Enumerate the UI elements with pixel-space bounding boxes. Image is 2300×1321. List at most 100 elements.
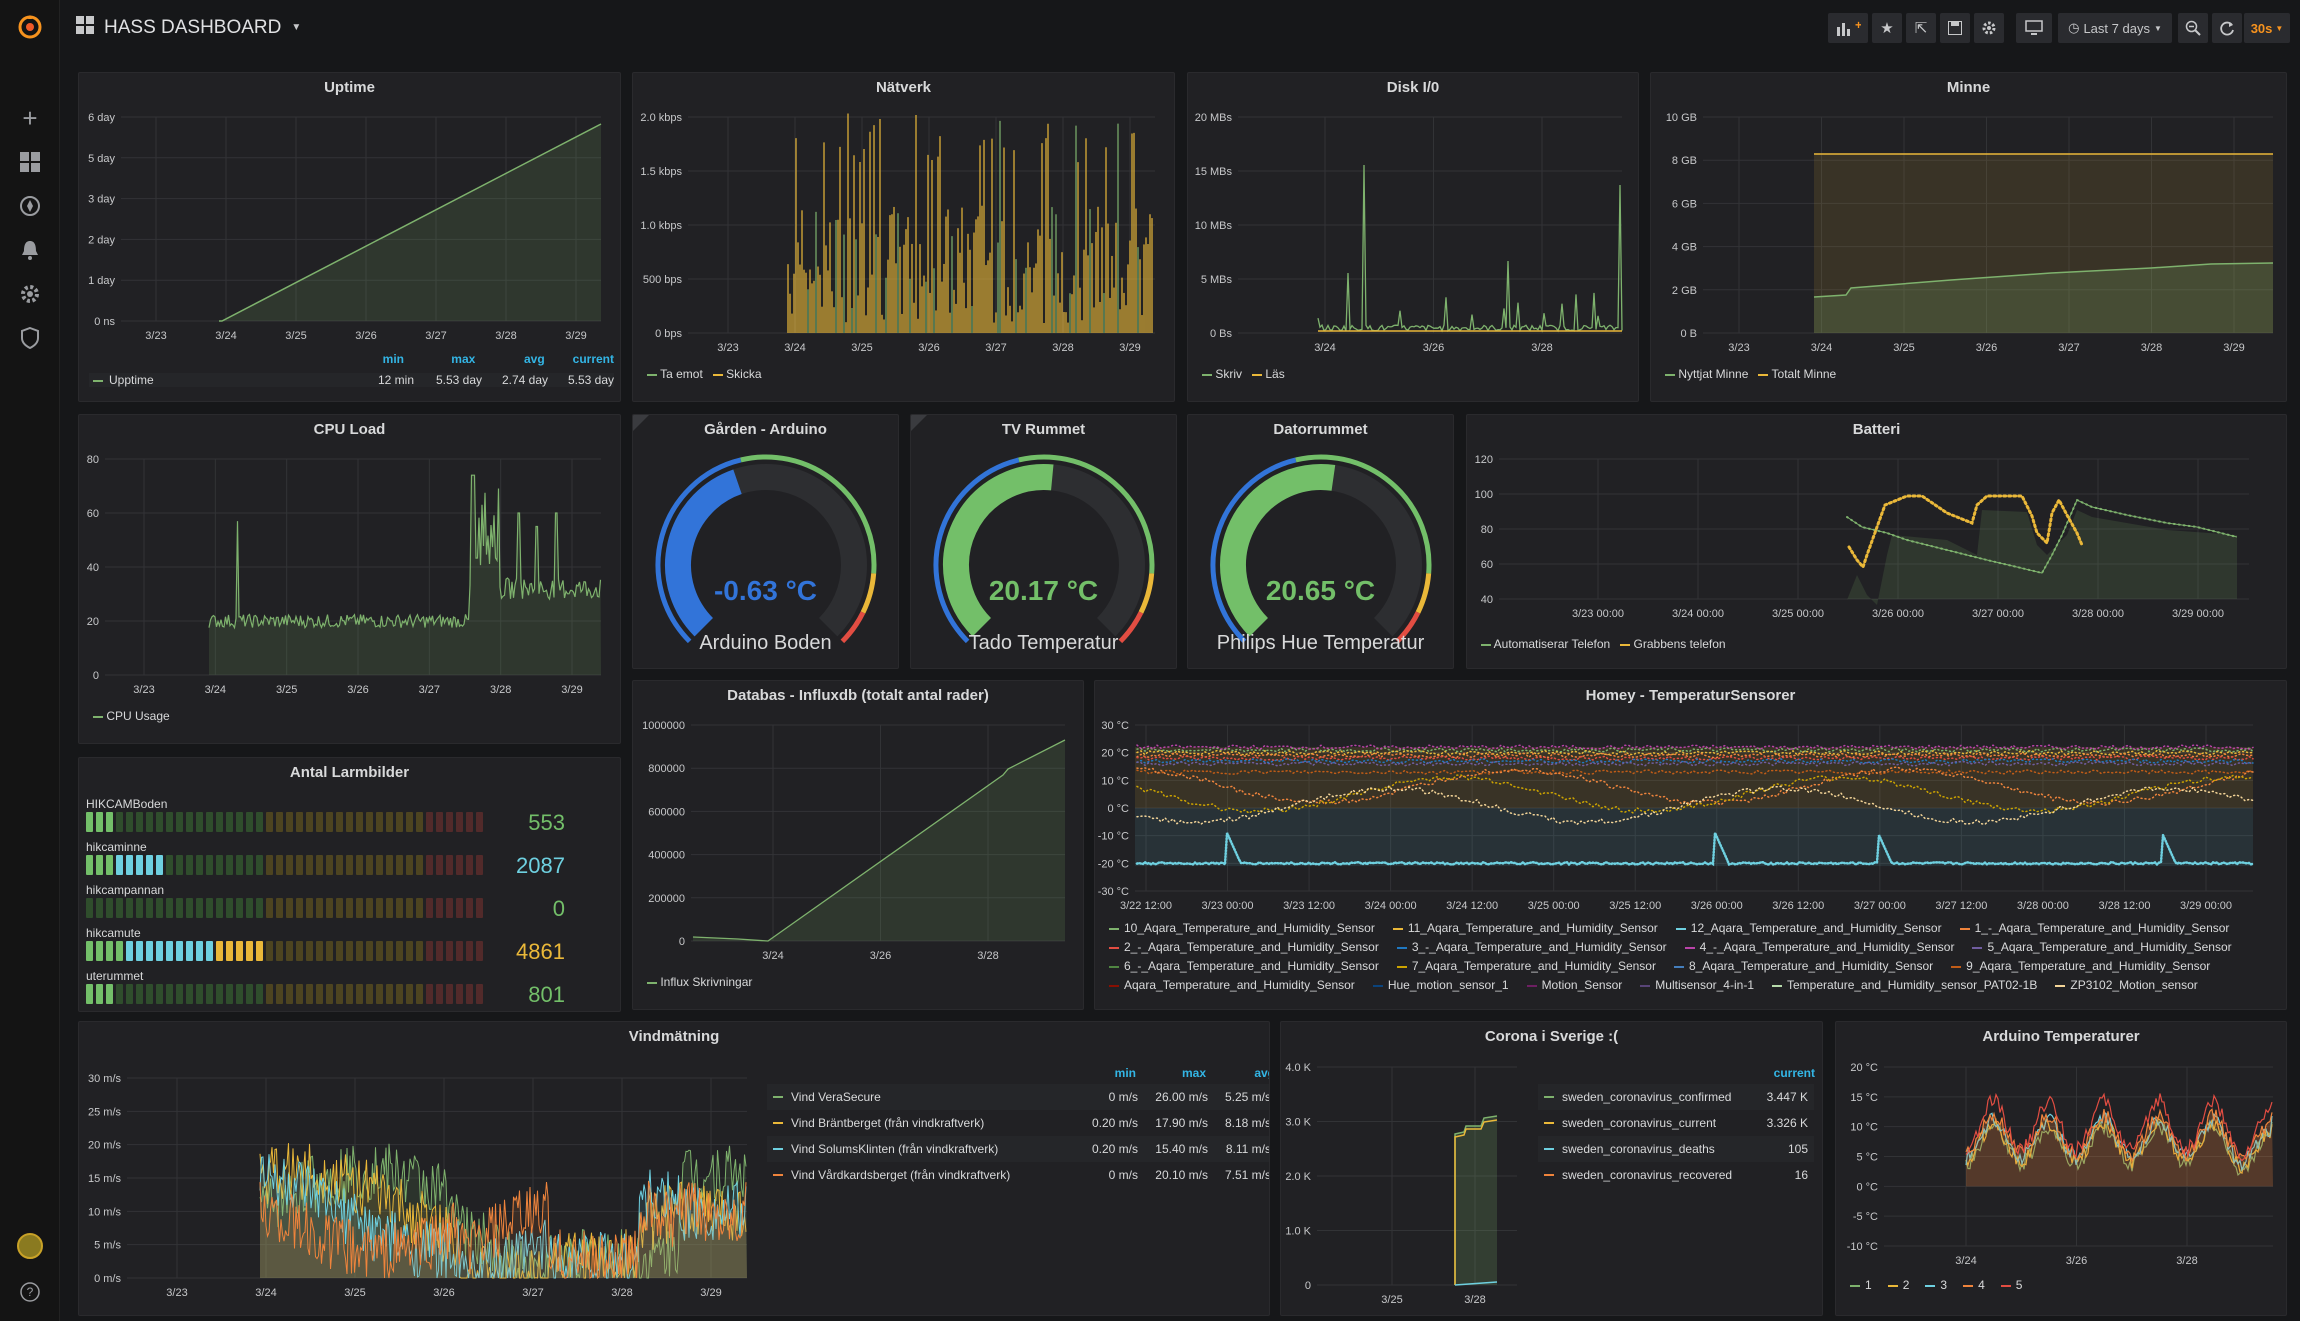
legend-item[interactable]: 2_-_Aqara_Temperature_and_Humidity_Senso… [1109, 940, 1379, 954]
legend-item[interactable]: 4 [1963, 1278, 1985, 1292]
legend-item[interactable]: 4_-_Aqara_Temperature_and_Humidity_Senso… [1684, 940, 1954, 954]
legend-item[interactable]: 11_Aqara_Temperature_and_Humidity_Sensor [1392, 921, 1658, 935]
legend-item[interactable]: 3_-_Aqara_Temperature_and_Humidity_Senso… [1396, 940, 1667, 954]
legend-item[interactable]: 2 [1887, 1278, 1909, 1292]
memory-graph[interactable]: 10 GB 8 GB 6 GB 4 GB 2 GB 0 B 3/23 3/24 3/25 3/26… [1651, 73, 2287, 402]
legend-item[interactable]: 12_Aqara_Temperature_and_Humidity_Sensor [1675, 921, 1942, 935]
legend-label[interactable]: Totalt Minne [1771, 367, 1837, 381]
network-graph[interactable]: 2.0 kbps 1.5 kbps 1.0 kbps 500 bps 0 bps 3/23… [633, 73, 1175, 402]
info-corner-icon[interactable] [911, 415, 927, 431]
panel-homey-temperatures[interactable]: Homey - TemperaturSensorer 30 °C 20 °C 10 … [1094, 680, 2287, 1010]
panel-cpu-load[interactable]: CPU Load 80 60 40 20 0 3/23 3/24 3/25 3/26 3/27 3/… [78, 414, 621, 744]
panel-battery[interactable]: Batteri 120 100 80 60 40 3/23 00:00 3/24 00:00… [1466, 414, 2287, 669]
legend-item[interactable]: Motion_Sensor [1526, 978, 1622, 992]
legend-item[interactable]: Temperature_and_Humidity_sensor_PAT02-1B [1772, 978, 2037, 992]
disk-graph[interactable]: 20 MBs 15 MBs 10 MBs 5 MBs 0 Bs 3/24 3/26 3/28 [1188, 73, 1639, 402]
panel-gauge-computer-room[interactable]: Datorrummet 20.65 °C Philips Hue Tempera… [1187, 414, 1454, 669]
bar-gauge-cell [456, 984, 463, 1004]
time-range-picker[interactable]: ◷ Last 7 days ▼ [2058, 13, 2172, 43]
legend-row[interactable]: Vind VeraSecure 0 m/s 26.00 m/s 5.25 m/s [767, 1084, 1269, 1110]
legend-label[interactable]: Grabbens telefon [1633, 637, 1726, 651]
legend-item[interactable]: Aqara_Temperature_and_Humidity_Sensor [1109, 978, 1355, 992]
influx-graph[interactable]: 1000000 800000 600000 400000 200000 0 3/24 3/26… [633, 681, 1084, 1010]
legend-row[interactable]: sweden_coronavirus_current 3.326 K [1538, 1110, 1814, 1136]
panel-uptime[interactable]: Uptime 6 day 5 day 3 day 2 day 1 day 0 ns 3/23… [78, 72, 621, 402]
add-panel-button[interactable]: + [1828, 13, 1868, 43]
homey-series-line [1136, 744, 2254, 751]
legend-item[interactable]: 8_Aqara_Temperature_and_Humidity_Sensor [1673, 959, 1933, 973]
settings-button[interactable] [1974, 13, 2004, 43]
refresh-interval-picker[interactable]: 30s ▼ [2244, 13, 2290, 43]
bar-gauge-cell [376, 855, 383, 875]
dashboard-picker[interactable]: HASS DASHBOARD ▼ [76, 16, 301, 39]
save-button[interactable] [1940, 13, 1970, 43]
panel-wind[interactable]: Vindmätning 30 m/s 25 m/s 20 m/s 15 m/s 10 m… [78, 1021, 1270, 1316]
info-corner-icon[interactable] [633, 415, 649, 431]
dashboards-icon[interactable] [15, 147, 45, 177]
avatar[interactable] [15, 1231, 45, 1261]
legend-label[interactable]: Skriv [1215, 367, 1243, 381]
legend-label[interactable]: Influx Skrivningar [660, 975, 753, 989]
legend-item[interactable]: 3 [1925, 1278, 1947, 1292]
bar-gauge-cell [206, 941, 213, 961]
legend-label[interactable]: CPU Usage [106, 709, 170, 723]
legend-item[interactable]: 9_Aqara_Temperature_and_Humidity_Sensor [1951, 959, 2210, 973]
legend-item[interactable]: 7_Aqara_Temperature_and_Humidity_Sensor [1396, 959, 1656, 973]
legend-label[interactable]: Läs [1265, 367, 1285, 381]
legend-row[interactable]: Vind Vårdkardsberget (från vindkraftverk… [767, 1162, 1269, 1188]
battery-graph[interactable]: 120 100 80 60 40 3/23 00:00 3/24 00:00 3/25 00:… [1467, 415, 2287, 669]
x-tick-label: 3/24 00:00 [1365, 900, 1417, 912]
bar-gauge-cell [126, 898, 133, 918]
legend-item[interactable]: 10_Aqara_Temperature_and_Humidity_Sensor [1109, 921, 1375, 935]
panel-alarm-images[interactable]: Antal Larmbilder HIKCAMBoden 553 hikcaminn… [78, 757, 621, 1012]
share-button[interactable]: ⇱ [1906, 13, 1936, 43]
legend-label[interactable]: Nyttjat Minne [1678, 367, 1749, 381]
legend-row[interactable]: Vind SolumsKlinten (från vindkraftverk) 0… [767, 1136, 1269, 1162]
legend-item[interactable]: 5 [2000, 1278, 2022, 1292]
legend-item[interactable]: 1 [1850, 1278, 1872, 1292]
refresh-button[interactable] [2212, 13, 2242, 43]
gauge-label: Philips Hue Temperatur [1216, 632, 1425, 654]
panel-influxdb[interactable]: Databas - Influxdb (totalt antal rader) … [632, 680, 1084, 1010]
arduino-graph[interactable]: 20 °C 15 °C 10 °C 5 °C 0 °C -5 °C -10 °C 3/24 3/… [1836, 1022, 2287, 1316]
panel-network[interactable]: Nätverk 2.0 kbps 1.5 kbps 1.0 kbps 500 bps 0… [632, 72, 1175, 402]
uptime-graph[interactable]: 6 day 5 day 3 day 2 day 1 day 0 ns 3/23 3/24 3/2… [79, 73, 621, 402]
help-icon[interactable]: ? [15, 1277, 45, 1307]
gear-icon[interactable] [15, 279, 45, 309]
cpu-graph[interactable]: 80 60 40 20 0 3/23 3/24 3/25 3/26 3/27 3/28 3/29 [79, 415, 621, 744]
legend-label[interactable]: Automatiserar Telefon [1493, 637, 1611, 651]
legend-label[interactable]: Skicka [726, 367, 762, 381]
bell-icon[interactable] [15, 235, 45, 265]
panel-gauge-tv[interactable]: TV Rummet 20.17 °C Tado Temperatur [910, 414, 1177, 669]
legend-item[interactable]: Hue_motion_sensor_1 [1372, 978, 1509, 992]
bar-gauge-cell [456, 855, 463, 875]
tv-mode-button[interactable] [2016, 13, 2052, 43]
panel-gauge-garden[interactable]: Gården - Arduino -0.63 °C Arduino Boden [632, 414, 899, 669]
panel-memory[interactable]: Minne 10 GB 8 GB 6 GB 4 GB 2 GB 0 B 3/23 3/24 3/… [1650, 72, 2287, 402]
zoom-out-button[interactable] [2178, 13, 2208, 43]
shield-icon[interactable] [15, 323, 45, 353]
legend-item[interactable]: 1_-_Aqara_Temperature_and_Humidity_Senso… [1959, 921, 2229, 935]
legend-row[interactable]: sweden_coronavirus_confirmed 3.447 K [1538, 1084, 1814, 1110]
homey-graph[interactable]: 30 °C 20 °C 10 °C 0 °C -10 °C -20 °C -30 °C 3/2… [1095, 681, 2287, 1010]
legend-item[interactable]: ZP3102_Motion_sensor [2055, 978, 2198, 992]
legend-item[interactable]: 6_-_Aqara_Temperature_and_Humidity_Senso… [1109, 959, 1379, 973]
legend-item[interactable]: Multisensor_4-in-1 [1640, 978, 1754, 992]
legend-row[interactable]: sweden_coronavirus_recovered 16 [1538, 1162, 1814, 1188]
grafana-logo-icon[interactable] [15, 12, 45, 42]
legend-item[interactable]: 5_Aqara_Temperature_and_Humidity_Sensor [1972, 940, 2232, 954]
star-button[interactable]: ★ [1872, 13, 1902, 43]
x-tick-label: 3/27 [985, 342, 1006, 354]
plus-icon[interactable]: + [22, 102, 38, 133]
legend-row[interactable]: sweden_coronavirus_deaths 105 [1538, 1136, 1814, 1162]
wind-graph[interactable]: 30 m/s 25 m/s 20 m/s 15 m/s 10 m/s 5 m/s 0 m/s… [79, 1022, 779, 1316]
panel-arduino-temperatures[interactable]: Arduino Temperaturer 20 °C 15 °C 10 °C 5 °C… [1835, 1021, 2287, 1316]
legend-row[interactable]: Upptime 12 min 5.53 day 2.74 day 5.53 da… [89, 373, 614, 387]
explore-compass-icon[interactable] [15, 191, 45, 221]
panel-disk-io[interactable]: Disk I/0 20 MBs 15 MBs 10 MBs 5 MBs 0 Bs 3/24… [1187, 72, 1639, 402]
legend-row[interactable]: Vind Bräntberget (från vindkraftverk) 0.2… [767, 1110, 1269, 1136]
panel-corona[interactable]: Corona i Sverige :( 4.0 K 3.0 K 2.0 K 1.0 K… [1280, 1021, 1823, 1316]
corona-graph[interactable]: 4.0 K 3.0 K 2.0 K 1.0 K 0 3/25 3/28 [1281, 1022, 1541, 1316]
legend-label[interactable]: Ta emot [660, 367, 703, 381]
